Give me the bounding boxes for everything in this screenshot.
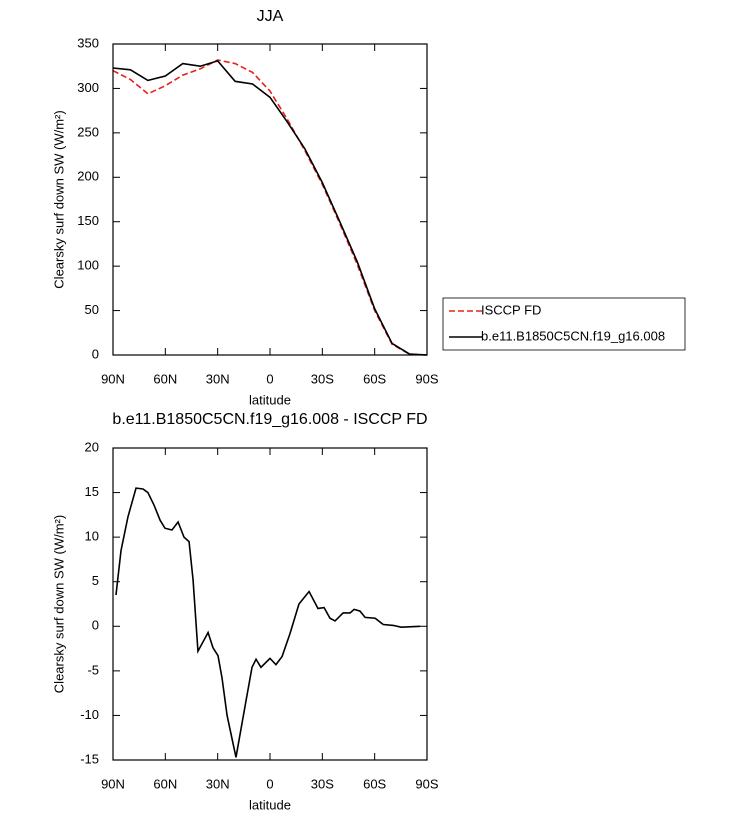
y-axis-label: Clearsky surf down SW (W/m²) bbox=[51, 515, 66, 693]
x-tick-label: 60S bbox=[363, 776, 386, 791]
legend-box bbox=[442, 297, 686, 351]
x-tick-label: 90N bbox=[101, 776, 125, 791]
y-tick-label: 250 bbox=[77, 124, 99, 139]
x-axis-label: latitude bbox=[249, 797, 291, 812]
x-tick-label: 60N bbox=[153, 776, 177, 791]
x-tick-label: 90N bbox=[101, 371, 125, 386]
y-tick-label: -5 bbox=[87, 662, 99, 677]
x-tick-label: 30N bbox=[206, 371, 230, 386]
y-tick-label: 300 bbox=[77, 80, 99, 95]
y-tick-label: -10 bbox=[80, 707, 99, 722]
x-tick-label: 0 bbox=[266, 776, 273, 791]
y-tick-label: 200 bbox=[77, 169, 99, 184]
y-tick-label: 350 bbox=[77, 35, 99, 50]
x-tick-label: 30N bbox=[206, 776, 230, 791]
chart-title: b.e11.B1850C5CN.f19_g16.008 - ISCCP FD bbox=[112, 411, 427, 428]
y-tick-label: 0 bbox=[92, 346, 99, 361]
data-line bbox=[115, 487, 421, 758]
plot-frame bbox=[112, 447, 428, 761]
y-tick-label: 5 bbox=[92, 573, 99, 588]
y-tick-label: 20 bbox=[85, 439, 99, 454]
y-tick-label: 100 bbox=[77, 258, 99, 273]
legend-label: ISCCP FD bbox=[481, 302, 541, 317]
x-tick-label: 60N bbox=[153, 371, 177, 386]
legend-label: b.e11.B1850C5CN.f19_g16.008 bbox=[481, 328, 665, 343]
data-line bbox=[112, 59, 428, 356]
x-tick-label: 90S bbox=[415, 776, 438, 791]
y-tick-label: 150 bbox=[77, 213, 99, 228]
plot-frame bbox=[112, 43, 428, 356]
y-tick-label: 0 bbox=[92, 618, 99, 633]
x-tick-label: 60S bbox=[363, 371, 386, 386]
x-tick-label: 90S bbox=[415, 371, 438, 386]
x-tick-label: 0 bbox=[266, 371, 273, 386]
data-line bbox=[112, 59, 428, 356]
y-tick-label: -15 bbox=[80, 751, 99, 766]
y-tick-label: 10 bbox=[85, 529, 99, 544]
chart-title: JJA bbox=[257, 8, 284, 25]
y-tick-label: 15 bbox=[85, 484, 99, 499]
x-tick-label: 30S bbox=[311, 776, 334, 791]
y-axis-label: Clearsky surf down SW (W/m²) bbox=[51, 110, 66, 288]
x-tick-label: 30S bbox=[311, 371, 334, 386]
y-tick-label: 50 bbox=[85, 302, 99, 317]
x-axis-label: latitude bbox=[249, 392, 291, 407]
